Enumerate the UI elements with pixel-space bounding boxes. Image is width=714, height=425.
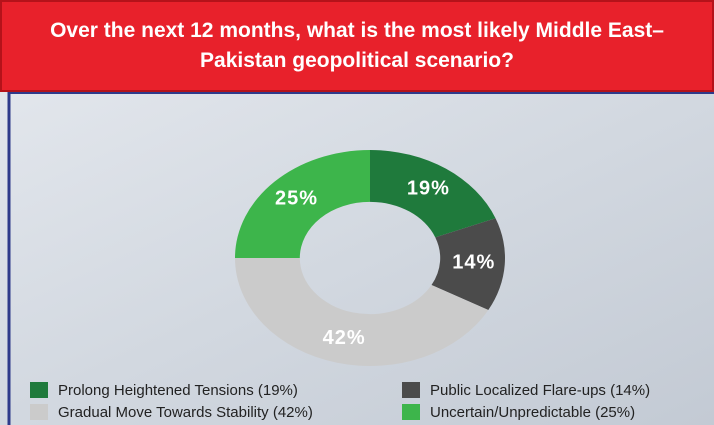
donut-slice [370, 150, 496, 238]
legend-label: Prolong Heightened Tensions (19%) [58, 382, 298, 399]
data-label: 19% [407, 178, 450, 200]
background [0, 92, 714, 425]
legend-swatch [30, 404, 48, 420]
legend-label: Public Localized Flare-ups (14%) [430, 382, 650, 399]
data-label: 14% [452, 252, 495, 274]
legend-swatch [402, 382, 420, 398]
chart: 19% 14% 42% 25% Prolong Heightened Tensions … [0, 92, 714, 425]
donut-slice [431, 218, 506, 311]
legend-label: Uncertain/Unpredictable (25%) [430, 404, 635, 421]
data-label: 25% [275, 187, 318, 209]
donut-slice [235, 258, 489, 366]
donut-slice [235, 150, 370, 258]
data-label: 42% [323, 327, 366, 349]
legend-swatch [30, 382, 48, 398]
legend-swatch [402, 404, 420, 420]
chart-title: Over the next 12 months, what is the mos… [50, 19, 664, 72]
legend-label: Gradual Move Towards Stability (42%) [58, 404, 313, 421]
title-banner: Over the next 12 months, what is the mos… [0, 0, 714, 92]
